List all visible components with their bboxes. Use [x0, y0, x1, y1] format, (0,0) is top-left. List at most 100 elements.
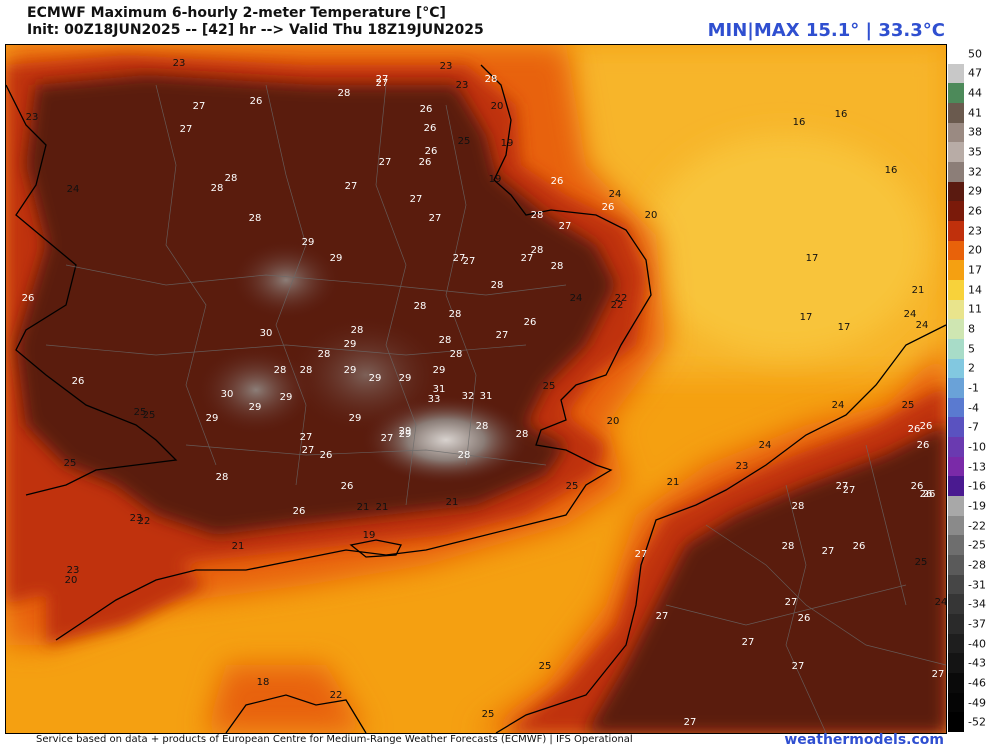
temperature-label: 28: [531, 245, 544, 256]
scale-label: -13: [968, 460, 986, 474]
temperature-label: 27: [635, 549, 648, 560]
scale-label: -22: [968, 519, 986, 533]
scale-swatch: [948, 63, 964, 84]
data-credit: Service based on data + products of Euro…: [36, 734, 633, 745]
temperature-label: 24: [935, 597, 946, 608]
scale-label: 41: [968, 106, 982, 120]
scale-swatch: [948, 220, 964, 242]
temperature-label: 27: [453, 253, 466, 264]
scale-swatch: [948, 692, 964, 713]
scale-swatch: [948, 496, 964, 517]
temperature-label: 21: [232, 541, 245, 552]
temperature-map[interactable]: 23 27 26 28 27 27 23 23 28 20 26 26 25 26 26 27 19 23 27 28…: [5, 44, 947, 734]
temperature-label: 23: [130, 513, 143, 524]
temperature-label: 24: [832, 400, 845, 411]
gb-east-coast: [55, 64, 652, 641]
temperature-label: 19: [501, 138, 514, 149]
admin-boundary-i: [785, 484, 827, 733]
continent-maroon-core: [586, 425, 946, 733]
temperature-label: 30: [221, 389, 234, 400]
temperature-label: 26: [920, 489, 933, 500]
temperature-label: 23: [173, 58, 186, 69]
temperature-label: 21: [446, 497, 459, 508]
temperature-label: 27: [792, 661, 805, 672]
scale-swatch: [948, 319, 964, 340]
temperature-label: 19: [363, 530, 376, 541]
temperature-label: 29: [330, 253, 343, 264]
scale-swatch: [948, 712, 964, 733]
admin-boundary-f: [45, 344, 527, 356]
temperature-label: 27: [180, 124, 193, 135]
temperature-label: 29: [206, 413, 219, 424]
temperature-label: 29: [344, 339, 357, 350]
scale-label: -7: [968, 420, 979, 434]
scale-swatch: [948, 614, 964, 635]
temperature-label: 30: [260, 328, 273, 339]
scale-label: -46: [968, 676, 986, 690]
temperature-label: 25: [134, 407, 147, 418]
temperature-label: 27: [302, 445, 315, 456]
brand-link[interactable]: weathermodels.com: [784, 732, 944, 748]
temperature-label: 23: [67, 565, 80, 576]
scale-label: 38: [968, 125, 982, 139]
scale-label: -4: [968, 401, 979, 415]
temperature-label: 28: [249, 213, 262, 224]
temperature-label: 26: [293, 506, 306, 517]
scale-swatch: [948, 161, 964, 183]
temperature-label: 31: [433, 384, 446, 395]
init-valid-time: Init: 00Z18JUN2025 -- [42] hr --> Valid …: [27, 22, 484, 38]
temperature-label: 27: [684, 717, 697, 728]
temperature-label: 26: [602, 202, 615, 213]
scale-swatch: [948, 260, 964, 281]
admin-boundary-d: [445, 104, 477, 466]
temperature-label: 29: [280, 392, 293, 403]
temperature-label: 28: [225, 173, 238, 184]
temperature-label: 21: [667, 477, 680, 488]
scale-label: -43: [968, 656, 986, 670]
scale-label: 47: [968, 66, 982, 80]
scale-label: 23: [968, 224, 982, 238]
temperature-label: 27: [193, 101, 206, 112]
temperature-label: 26: [917, 440, 930, 451]
temperature-label: 27: [843, 485, 856, 496]
scale-swatch: [948, 122, 964, 143]
temperature-label: 24: [67, 184, 80, 195]
continent-coast: [495, 324, 946, 733]
scale-label: 35: [968, 145, 982, 159]
scale-label: 11: [968, 302, 982, 316]
temperature-label: 27: [836, 481, 849, 492]
temperature-label: 21: [912, 285, 925, 296]
temperature-label: 25: [902, 400, 915, 411]
temperature-label: 28: [491, 280, 504, 291]
scale-swatch: [948, 476, 964, 497]
temperature-label: 26: [911, 481, 924, 492]
scale-swatch: [948, 181, 964, 202]
temperature-label: 33: [428, 394, 441, 405]
temperature-label: 26: [425, 146, 438, 157]
temperature-label: 32: [462, 391, 475, 402]
temperature-label: 29: [399, 426, 412, 437]
temperature-label: 26: [853, 541, 866, 552]
temperature-label: 28: [414, 301, 427, 312]
temperature-label: 24: [916, 320, 929, 331]
scale-label: -1: [968, 381, 979, 395]
temperature-label: 22: [611, 300, 624, 311]
temperature-label: 27: [785, 597, 798, 608]
temperature-label: 23: [440, 61, 453, 72]
temperature-label: 26: [908, 424, 921, 435]
temperature-label: 26: [524, 317, 537, 328]
cherbourg-coast: [225, 694, 367, 733]
temperature-label: 26: [22, 293, 35, 304]
scale-label: 2: [968, 361, 975, 375]
temperature-label: 25: [64, 458, 77, 469]
scale-swatch: [948, 299, 964, 320]
scale-label: 50: [968, 47, 982, 61]
temperature-label: 28: [318, 349, 331, 360]
isle-of-wight: [349, 539, 402, 558]
scale-label: 20: [968, 243, 982, 257]
scale-swatch: [948, 358, 964, 379]
scale-swatch: [948, 437, 964, 458]
temperature-label: 27: [345, 181, 358, 192]
